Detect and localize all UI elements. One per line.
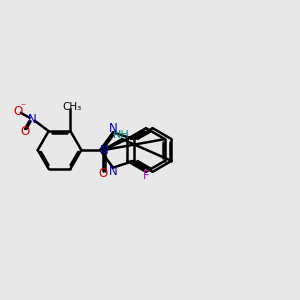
Text: N: N <box>28 112 37 126</box>
Text: O: O <box>20 124 29 138</box>
Text: F: F <box>143 169 149 182</box>
Text: ⁻: ⁻ <box>20 103 26 112</box>
Text: O: O <box>14 105 23 118</box>
Text: N: N <box>109 165 117 178</box>
Text: CH₃: CH₃ <box>63 102 82 112</box>
Text: N: N <box>100 143 109 157</box>
Text: O: O <box>98 167 108 181</box>
Text: N: N <box>109 122 117 135</box>
Text: NH: NH <box>113 130 130 140</box>
